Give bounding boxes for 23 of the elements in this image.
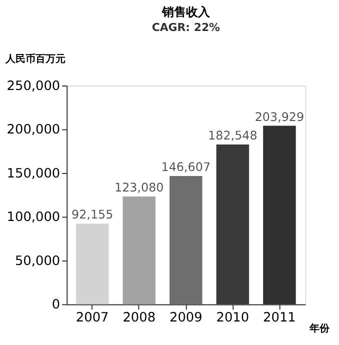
x-tick-label: 2008 bbox=[122, 310, 156, 326]
data-label: 146,607 bbox=[161, 160, 211, 174]
y-axis-title: 人民币百万元 bbox=[4, 53, 66, 66]
bar bbox=[122, 196, 156, 304]
chart-title: 销售收入 bbox=[160, 4, 211, 19]
data-label: 182,548 bbox=[208, 128, 258, 143]
bar bbox=[170, 176, 202, 304]
data-label: 123,080 bbox=[114, 180, 164, 195]
y-tick-label: 150,000 bbox=[6, 166, 60, 182]
y-tick-label: 100,000 bbox=[6, 210, 60, 226]
y-tick-label: 250,000 bbox=[6, 78, 60, 94]
x-tick-label: 2010 bbox=[216, 310, 250, 326]
x-tick-label: 2011 bbox=[263, 310, 296, 326]
x-tick-label: 2007 bbox=[76, 310, 109, 326]
data-label: 203,929 bbox=[254, 110, 304, 124]
x-axis-title: 年份 bbox=[308, 322, 331, 335]
y-tick-label: 0 bbox=[52, 298, 60, 313]
bar bbox=[76, 224, 109, 304]
y-tick-label: 50,000 bbox=[14, 254, 60, 269]
data-label: 92,155 bbox=[72, 208, 114, 222]
y-tick-label: 200,000 bbox=[6, 122, 60, 138]
chart-subtitle: CAGR: 22% bbox=[152, 20, 220, 34]
x-tick-label: 2009 bbox=[169, 310, 202, 326]
